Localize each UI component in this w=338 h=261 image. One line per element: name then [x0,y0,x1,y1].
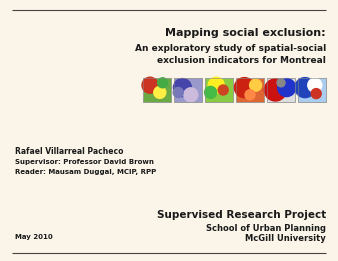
Circle shape [249,79,262,91]
Circle shape [173,79,191,97]
Bar [298,78,326,102]
Bar [236,78,264,102]
Circle shape [264,79,286,101]
Circle shape [154,86,166,98]
Bar [205,78,233,102]
Text: exclusion indicators for Montreal: exclusion indicators for Montreal [157,56,326,65]
Text: An exploratory study of spatial-social: An exploratory study of spatial-social [135,44,326,53]
Circle shape [234,78,255,98]
Bar [143,78,171,102]
Circle shape [277,79,296,97]
Text: Supervisor: Professor David Brown: Supervisor: Professor David Brown [15,159,154,165]
Text: May 2010: May 2010 [15,234,53,240]
Text: Mapping social exclusion:: Mapping social exclusion: [165,28,326,38]
Bar [174,78,202,102]
Circle shape [308,78,322,92]
Text: Reader: Mausam Duggal, MCIP, RPP: Reader: Mausam Duggal, MCIP, RPP [15,169,156,175]
Text: School of Urban Planning: School of Urban Planning [206,224,326,233]
Text: Supervised Research Project: Supervised Research Project [157,210,326,220]
Circle shape [245,90,255,100]
Circle shape [218,85,228,95]
Bar [298,78,326,102]
Bar [174,78,202,102]
Circle shape [277,79,285,87]
Bar [236,78,264,102]
Circle shape [295,78,315,98]
Bar [143,78,171,102]
Text: McGill University: McGill University [245,234,326,243]
Circle shape [311,88,321,99]
Circle shape [184,88,198,102]
Circle shape [142,77,158,93]
Text: Rafael Villarreal Pacheco: Rafael Villarreal Pacheco [15,147,123,156]
Bar [205,78,233,102]
Bar [267,78,295,102]
Circle shape [204,86,217,98]
Circle shape [158,78,168,88]
Bar [267,78,295,102]
Circle shape [208,77,224,93]
Circle shape [173,87,183,97]
